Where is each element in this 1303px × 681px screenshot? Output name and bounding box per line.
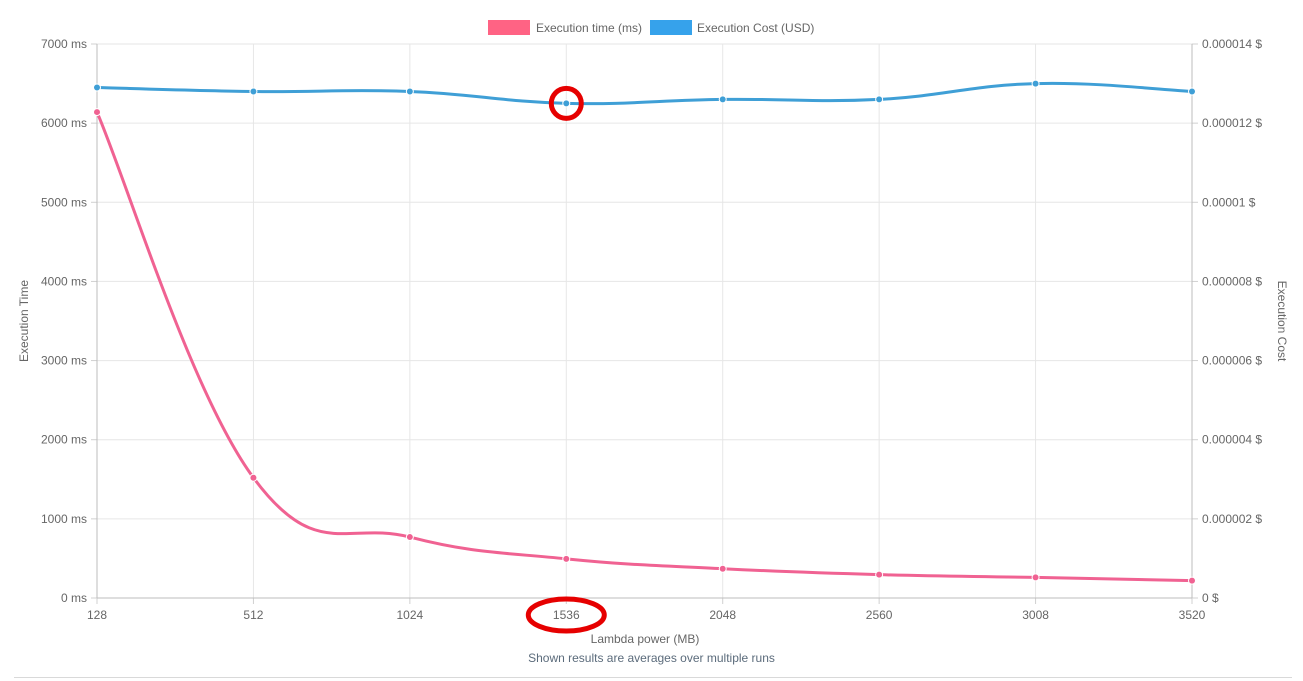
execution-time-point-2048[interactable]: [718, 564, 727, 573]
execution-cost-point-1536[interactable]: [562, 99, 571, 108]
highlight-ellipse-x-label: [525, 596, 607, 634]
execution-cost-point-3520[interactable]: [1188, 87, 1196, 96]
y-left-tick-label: 6000 ms: [41, 116, 87, 130]
y-left-tick-label: 7000 ms: [41, 37, 87, 51]
y-right-tick-label: 0.000012 $: [1202, 116, 1262, 130]
execution-time-line: [95, 110, 1194, 583]
execution-time-point-1536[interactable]: [562, 554, 571, 563]
legend-item-execution-cost[interactable]: Execution Cost (USD): [650, 20, 814, 35]
execution-cost-point-2560[interactable]: [875, 95, 884, 104]
execution-time-point-1024[interactable]: [405, 533, 414, 542]
x-tick-labels: 128 512 1024 1536 2048 2560 3008 3520: [87, 608, 1206, 622]
y-left-tick-labels: 0 ms 1000 ms 2000 ms 3000 ms 4000 ms 5000 ms 6…: [41, 37, 87, 605]
y-right-tick-label: 0.000014 $: [1202, 37, 1262, 51]
execution-cost-point-1024[interactable]: [405, 87, 414, 96]
execution-cost-line: [95, 81, 1194, 106]
legend-label-execution-time: Execution time (ms): [536, 21, 642, 35]
execution-time-point-128[interactable]: [93, 108, 101, 117]
x-axis-title: Lambda power (MB): [591, 632, 700, 646]
execution-cost-point-2048[interactable]: [718, 95, 727, 104]
legend-item-execution-time[interactable]: Execution time (ms): [488, 20, 642, 35]
x-tick-label: 512: [243, 608, 263, 622]
y-left-tick-label: 2000 ms: [41, 433, 87, 447]
x-tick-label: 2560: [866, 608, 893, 622]
x-tick-label: 1536: [553, 608, 580, 622]
y-right-tick-label: 0.000002 $: [1202, 512, 1262, 526]
y-right-tick-label: 0.00001 $: [1202, 195, 1256, 209]
x-tick-label: 1024: [397, 608, 424, 622]
y-right-tick-label: 0.000004 $: [1202, 433, 1262, 447]
y-right-tick-label: 0 $: [1202, 591, 1219, 605]
execution-time-point-3520[interactable]: [1188, 576, 1196, 585]
x-tick-label: 3008: [1022, 608, 1049, 622]
execution-cost-point-3008[interactable]: [1031, 79, 1040, 88]
y-right-tick-labels: 0 $ 0.000002 $ 0.000004 $ 0.000006 $ 0.00000…: [1202, 37, 1262, 605]
bottom-divider: [14, 677, 1292, 678]
y-left-tick-label: 0 ms: [61, 591, 87, 605]
x-tick-label: 2048: [709, 608, 736, 622]
x-tick-label: 128: [87, 608, 107, 622]
grid: [91, 43, 1198, 604]
y-right-tick-label: 0.000008 $: [1202, 274, 1262, 288]
y-left-tick-label: 3000 ms: [41, 354, 87, 368]
x-tick-label: 3520: [1179, 608, 1206, 622]
execution-cost-point-128[interactable]: [93, 83, 101, 92]
y-right-axis-title: Execution Cost: [1275, 281, 1289, 362]
series-layer: [93, 79, 1196, 585]
execution-time-point-512[interactable]: [249, 473, 258, 482]
y-left-tick-label: 5000 ms: [41, 195, 87, 209]
highlight-layer: [525, 85, 607, 634]
legend-label-execution-cost: Execution Cost (USD): [697, 21, 814, 35]
execution-time-point-3008[interactable]: [1031, 573, 1040, 582]
execution-cost-point-512[interactable]: [249, 87, 258, 96]
y-left-axis-title: Execution Time: [17, 280, 31, 362]
highlight-circle-cost-point: [548, 85, 584, 121]
legend[interactable]: Execution time (ms) Execution Cost (USD): [488, 20, 814, 35]
y-left-tick-label: 1000 ms: [41, 512, 87, 526]
y-right-tick-label: 0.000006 $: [1202, 354, 1262, 368]
y-left-tick-label: 4000 ms: [41, 274, 87, 288]
results-note: Shown results are averages over multiple…: [528, 651, 775, 665]
legend-swatch-execution-cost: [650, 20, 692, 35]
execution-time-point-2560[interactable]: [875, 570, 884, 579]
legend-swatch-execution-time: [488, 20, 530, 35]
